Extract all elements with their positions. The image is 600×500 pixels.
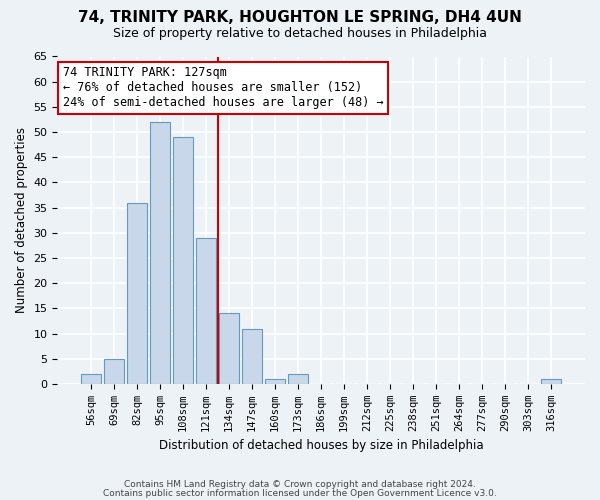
- Text: Contains public sector information licensed under the Open Government Licence v3: Contains public sector information licen…: [103, 488, 497, 498]
- Text: 74 TRINITY PARK: 127sqm
← 76% of detached houses are smaller (152)
24% of semi-d: 74 TRINITY PARK: 127sqm ← 76% of detache…: [62, 66, 383, 110]
- Bar: [289, 374, 308, 384]
- Bar: [173, 137, 193, 384]
- Bar: [151, 122, 170, 384]
- Bar: [220, 314, 239, 384]
- Bar: [196, 238, 216, 384]
- Text: 74, TRINITY PARK, HOUGHTON LE SPRING, DH4 4UN: 74, TRINITY PARK, HOUGHTON LE SPRING, DH…: [78, 10, 522, 25]
- Bar: [242, 328, 262, 384]
- Bar: [82, 374, 101, 384]
- Bar: [104, 359, 124, 384]
- Bar: [265, 379, 285, 384]
- X-axis label: Distribution of detached houses by size in Philadelphia: Distribution of detached houses by size …: [159, 440, 484, 452]
- Y-axis label: Number of detached properties: Number of detached properties: [15, 127, 28, 313]
- Bar: [541, 379, 561, 384]
- Bar: [127, 202, 147, 384]
- Text: Size of property relative to detached houses in Philadelphia: Size of property relative to detached ho…: [113, 28, 487, 40]
- Text: Contains HM Land Registry data © Crown copyright and database right 2024.: Contains HM Land Registry data © Crown c…: [124, 480, 476, 489]
